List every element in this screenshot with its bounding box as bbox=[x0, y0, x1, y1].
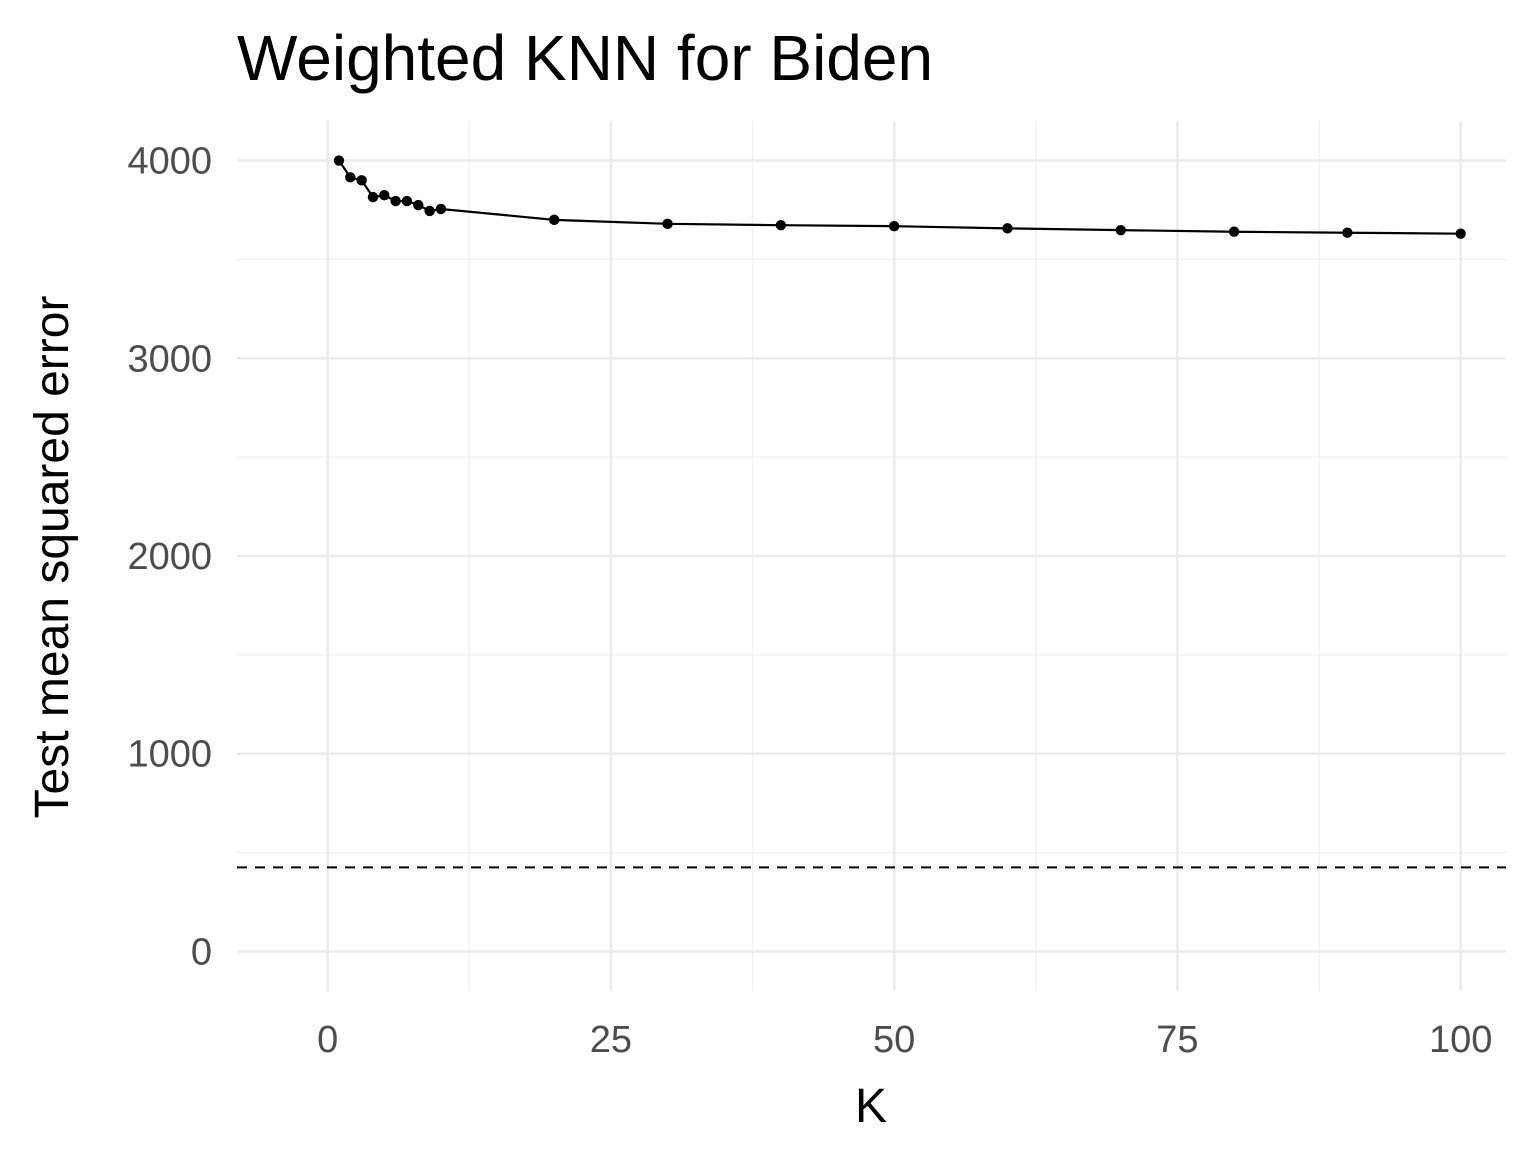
data-point bbox=[367, 191, 379, 203]
x-tick-label: 100 bbox=[1429, 1019, 1492, 1061]
chart-title: Weighted KNN for Biden bbox=[237, 22, 933, 94]
y-tick-label: 4000 bbox=[127, 141, 212, 183]
data-point bbox=[662, 218, 673, 230]
y-tick-label: 3000 bbox=[127, 338, 212, 380]
data-point bbox=[549, 214, 560, 226]
data-point bbox=[435, 203, 447, 215]
y-tick-label: 0 bbox=[191, 931, 212, 973]
y-tick-label: 2000 bbox=[127, 536, 212, 578]
data-point bbox=[401, 195, 413, 207]
x-tick-label: 0 bbox=[317, 1019, 338, 1061]
x-tick-label: 75 bbox=[1156, 1019, 1198, 1061]
series-line bbox=[338, 159, 1461, 235]
data-point bbox=[424, 205, 435, 217]
x-tick-label: 50 bbox=[873, 1019, 915, 1061]
data-point bbox=[1455, 228, 1466, 239]
data-point bbox=[333, 155, 345, 166]
data-point bbox=[775, 220, 787, 231]
data-point bbox=[413, 199, 424, 211]
data-point bbox=[345, 172, 356, 183]
data-point bbox=[1342, 227, 1353, 238]
y-axis-ticks: 0 1000 2000 3000 4000 bbox=[127, 141, 212, 974]
x-axis-title: K bbox=[855, 1080, 887, 1133]
x-axis-ticks: 0 25 50 75 100 bbox=[317, 1019, 1492, 1061]
series-group bbox=[333, 155, 1466, 239]
y-tick-label: 1000 bbox=[127, 734, 212, 776]
data-point bbox=[379, 189, 390, 201]
data-point bbox=[1115, 224, 1126, 236]
data-point bbox=[1002, 223, 1013, 234]
data-point bbox=[390, 195, 401, 207]
x-tick-label: 25 bbox=[590, 1019, 632, 1061]
data-point bbox=[888, 220, 900, 232]
grid-lines bbox=[237, 121, 1506, 991]
data-point bbox=[1228, 226, 1240, 237]
y-axis-title: Test mean squared error bbox=[26, 296, 79, 819]
data-point bbox=[356, 175, 367, 186]
